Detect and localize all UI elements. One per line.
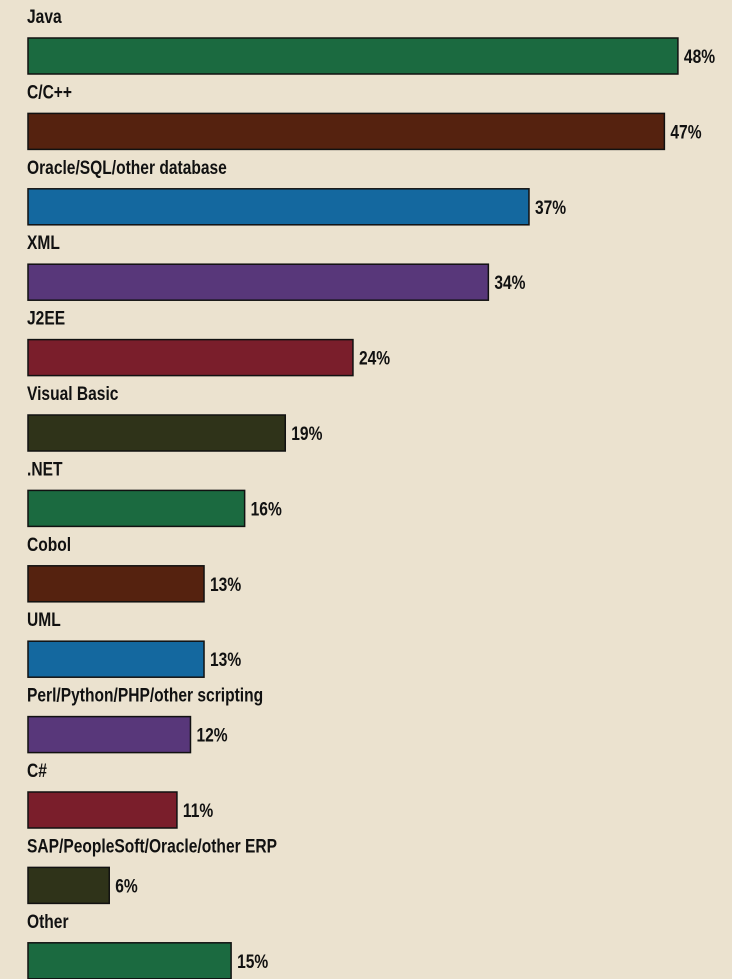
value-label: 6% [115,875,138,897]
category-label: Oracle/SQL/other database [27,156,227,178]
value-label: 13% [210,649,241,671]
category-label: XML [27,232,60,254]
bar [27,866,110,905]
bar [27,640,205,678]
value-label: 15% [237,950,268,972]
value-label: 48% [684,46,715,68]
value-label: 24% [359,347,390,369]
category-label: Visual Basic [27,383,119,405]
value-label: 47% [670,121,701,143]
category-label: SAP/PeopleSoft/Oracle/other ERP [27,835,277,857]
category-label: Cobol [27,533,71,555]
category-label: C# [27,760,47,782]
value-label: 19% [291,423,322,445]
bar [27,263,490,301]
category-label: J2EE [27,307,65,329]
category-label: C/C++ [27,81,72,103]
value-label: 16% [251,498,282,520]
category-label: Perl/Python/PHP/other scripting [27,684,263,706]
category-label: Other [27,910,69,932]
bar [27,37,679,75]
bar [27,942,232,979]
value-label: 11% [183,800,213,822]
value-label: 12% [196,724,227,746]
value-label: 34% [494,272,525,294]
value-label: 37% [535,196,566,218]
bar [27,188,530,226]
bar [27,414,287,452]
category-label: .NET [27,458,63,480]
value-label: 13% [210,573,241,595]
bar [27,112,666,151]
category-label: UML [27,609,61,631]
bar [27,489,246,528]
category-label: Java [27,6,62,28]
bar [27,791,178,829]
bar [27,338,354,377]
bar [27,565,205,603]
bar [27,715,192,754]
